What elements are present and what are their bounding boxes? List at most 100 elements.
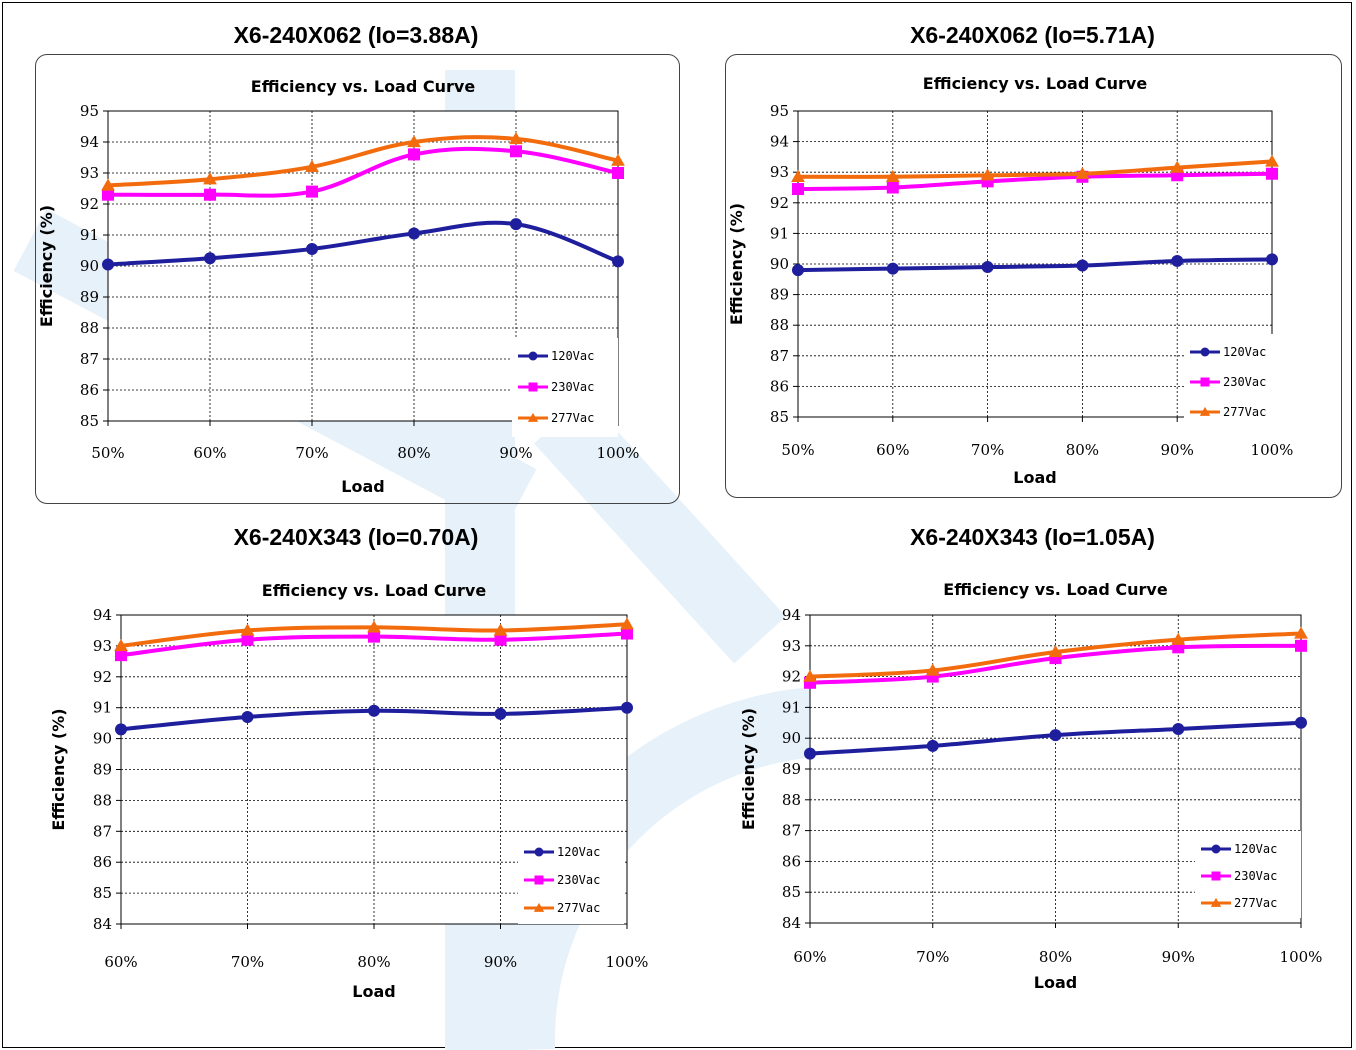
y-tick-label: 93: [782, 637, 801, 655]
legend-swatch-marker: [534, 875, 544, 885]
data-point: [203, 172, 217, 185]
data-point: [114, 639, 128, 652]
data-point: [306, 242, 318, 255]
data-point: [408, 227, 420, 240]
legend-entry: 230Vac: [1234, 869, 1277, 883]
series-230Vac: [102, 145, 624, 201]
x-tick-label: 60%: [193, 444, 226, 462]
data-point: [493, 623, 508, 636]
y-tick-label: 95: [80, 102, 99, 120]
x-tick-label: 100%: [606, 953, 649, 971]
data-point: [305, 159, 319, 172]
line-chart: Efficiency vs. Load Curve 84 85 86 87 88 89 90 9…: [49, 581, 649, 1001]
chart-heading: X6-240X343 (Io=1.05A): [910, 524, 1155, 550]
data-point: [1266, 253, 1278, 266]
y-tick-label: 92: [93, 668, 112, 686]
x-tick-label: 100%: [1280, 948, 1323, 966]
series-277Vac: [114, 617, 634, 652]
data-point: [981, 261, 994, 274]
y-tick-label: 94: [782, 606, 801, 624]
x-tick-label: 100%: [1251, 441, 1294, 459]
x-tick-label: 60%: [793, 948, 826, 966]
series-line: [107, 146, 619, 198]
x-tick-label: 50%: [91, 444, 124, 462]
y-tick-label: 89: [93, 761, 112, 779]
x-tick-label: 70%: [231, 953, 264, 971]
legend-entry: 120Vac: [551, 349, 594, 363]
data-point: [925, 663, 940, 676]
x-tick-label: 70%: [295, 444, 328, 462]
chart-border: [725, 54, 1342, 498]
data-point: [510, 218, 522, 231]
data-point: [204, 252, 216, 265]
chart-heading: X6-240X062 (Io=5.71A): [910, 22, 1155, 48]
chart-heading: X6-240X343 (Io=0.70A): [233, 524, 479, 550]
y-tick-label: 95: [770, 102, 789, 120]
x-axis-label: Load: [1013, 468, 1056, 487]
data-point: [885, 169, 900, 182]
series-277Vac: [101, 132, 625, 191]
data-point: [792, 264, 804, 277]
x-tick-label: 60%: [104, 953, 137, 971]
data-point: [886, 262, 899, 275]
y-tick-label: 94: [770, 133, 789, 151]
data-point: [804, 747, 816, 760]
y-tick-label: 92: [770, 194, 789, 212]
data-point: [115, 723, 127, 736]
y-tick-label: 88: [770, 316, 789, 334]
series-line: [107, 220, 619, 267]
chart-panel-1: X6-240X062 (Io=3.88A) Efficiency vs. Loa…: [30, 20, 682, 510]
y-tick-label: 85: [782, 883, 801, 901]
legend-swatch-marker: [1200, 347, 1210, 357]
y-tick-label: 86: [80, 381, 99, 399]
chart-border: [35, 54, 680, 504]
series-line: [107, 135, 619, 188]
data-point: [1048, 645, 1063, 658]
legend-swatch-marker: [1200, 377, 1210, 387]
data-point: [509, 132, 523, 145]
y-axis-label: Efficiency (%): [37, 205, 56, 327]
legend-swatch-marker: [527, 412, 539, 422]
x-tick-label: 80%: [1066, 441, 1099, 459]
y-tick-label: 87: [770, 347, 789, 365]
y-tick-label: 90: [93, 730, 112, 748]
legend-swatch-marker: [1211, 871, 1221, 881]
series-120Vac: [115, 701, 633, 736]
x-tick-label: 80%: [357, 953, 390, 971]
legend-entry: 230Vac: [1223, 375, 1266, 389]
series-120Vac: [792, 253, 1278, 277]
y-tick-label: 91: [770, 224, 789, 242]
y-tick-label: 92: [80, 195, 99, 213]
series-line: [797, 171, 1273, 192]
y-tick-label: 89: [770, 286, 789, 304]
data-point: [1076, 259, 1089, 272]
data-point: [306, 185, 318, 198]
legend-swatch-marker: [528, 382, 538, 392]
data-point: [102, 188, 114, 201]
data-point: [803, 669, 817, 682]
x-tick-label: 90%: [499, 444, 532, 462]
y-tick-label: 89: [782, 760, 801, 778]
chart-title: Efficiency vs. Load Curve: [262, 581, 487, 600]
x-axis-label: Load: [1034, 973, 1077, 992]
y-tick-label: 89: [80, 288, 99, 306]
y-tick-label: 93: [80, 164, 99, 182]
y-axis-label: Efficiency (%): [727, 203, 746, 325]
y-tick-label: 88: [93, 791, 112, 809]
data-point: [1172, 722, 1185, 735]
chart-panel-2: X6-240X062 (Io=5.71A) Efficiency vs. Loa…: [720, 20, 1345, 505]
y-tick-label: 94: [93, 606, 112, 624]
y-tick-label: 90: [782, 729, 801, 747]
data-point: [1170, 160, 1185, 173]
line-chart: Efficiency vs. Load Curve 85 86 87 88 89 90 91 9…: [727, 74, 1294, 487]
data-point: [1265, 154, 1279, 167]
data-point: [1171, 632, 1186, 645]
chart-panel-3: X6-240X343 (Io=0.70A) Efficiency vs. Loa…: [30, 522, 682, 1012]
legend: 120Vac 230Vac 277Vac: [518, 834, 624, 924]
x-tick-label: 70%: [971, 441, 1004, 459]
y-tick-label: 85: [80, 412, 99, 430]
data-point: [792, 183, 804, 196]
data-point: [621, 701, 633, 714]
data-point: [621, 627, 633, 640]
